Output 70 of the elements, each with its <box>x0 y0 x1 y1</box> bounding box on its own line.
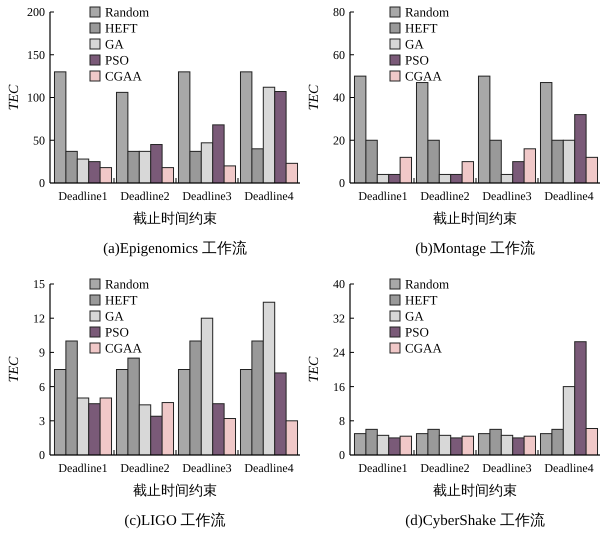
x-tick-label: Deadline3 <box>482 189 532 203</box>
x-tick-label: Deadline2 <box>120 189 170 203</box>
legend-label: PSO <box>105 324 129 340</box>
y-tick-label: 0 <box>39 448 45 462</box>
x-tick-label: Deadline4 <box>544 189 594 203</box>
y-tick-label: 24 <box>333 346 345 360</box>
legend-label: Random <box>105 4 150 20</box>
y-tick-label: 32 <box>333 311 345 326</box>
y-tick-label: 60 <box>333 48 345 62</box>
x-tick-label: Deadline4 <box>544 461 594 475</box>
legend-label: GA <box>405 36 424 52</box>
y-tick-label: 16 <box>333 380 345 394</box>
x-tick-label: Deadline3 <box>182 189 232 203</box>
x-tick-label: Deadline1 <box>358 189 408 203</box>
legend-label: Random <box>405 4 450 20</box>
legend-label: PSO <box>405 324 429 340</box>
x-tick-label: Deadline3 <box>482 461 532 475</box>
y-tick-label: 40 <box>333 90 345 105</box>
legend-label: HEFT <box>105 292 138 308</box>
legend-label: GA <box>405 308 424 324</box>
y-axis-title: TEC <box>7 84 22 110</box>
y-tick-label: 50 <box>33 133 45 148</box>
y-tick-label: 0 <box>39 176 45 190</box>
legend-label: HEFT <box>105 20 138 36</box>
y-tick-label: 0 <box>339 448 345 462</box>
x-axis-title: 截止时间约束 <box>133 483 217 499</box>
y-tick-label: 8 <box>339 414 345 428</box>
legend-label: Random <box>105 276 150 292</box>
legend-label: HEFT <box>405 292 438 308</box>
x-axis-title: 截止时间约束 <box>433 211 517 227</box>
x-tick-label: Deadline1 <box>58 189 108 203</box>
x-axis-title: 截止时间约束 <box>133 211 217 227</box>
legend-label: GA <box>105 36 124 52</box>
y-tick-label: 6 <box>39 380 45 394</box>
x-tick-label: Deadline4 <box>244 189 294 203</box>
x-tick-label: Deadline4 <box>244 461 294 475</box>
x-tick-label: Deadline2 <box>420 189 470 203</box>
x-tick-label: Deadline1 <box>58 461 108 475</box>
legend-label: CGAA <box>405 68 442 84</box>
y-axis-title: TEC <box>307 356 322 382</box>
y-tick-label: 80 <box>333 5 345 20</box>
text: (a)Epigenomics 工作流 <box>103 240 247 257</box>
legend-label: CGAA <box>105 340 142 356</box>
y-tick-label: 40 <box>333 277 345 292</box>
y-tick-label: 12 <box>33 311 45 326</box>
legend-label: Random <box>405 276 450 292</box>
text: (b)Montage 工作流 <box>415 240 535 257</box>
y-tick-label: 15 <box>33 277 45 292</box>
y-tick-label: 20 <box>333 133 345 148</box>
x-tick-label: Deadline1 <box>358 461 408 475</box>
text: (d)CyberShake 工作流 <box>405 512 545 529</box>
y-tick-label: 150 <box>27 48 45 62</box>
legend-label: CGAA <box>405 340 442 356</box>
y-tick-label: 3 <box>39 414 45 428</box>
legend-label: GA <box>105 308 124 324</box>
y-tick-label: 200 <box>27 5 45 20</box>
legend-label: PSO <box>105 52 129 68</box>
y-axis-title: TEC <box>7 356 22 382</box>
y-axis-title: TEC <box>307 84 322 110</box>
legend-label: PSO <box>405 52 429 68</box>
x-axis-title: 截止时间约束 <box>433 483 517 499</box>
y-tick-label: 100 <box>27 90 45 105</box>
legend-label: CGAA <box>105 68 142 84</box>
y-tick-label: 0 <box>339 176 345 190</box>
y-tick-label: 9 <box>39 346 45 360</box>
legend-label: HEFT <box>405 20 438 36</box>
x-tick-label: Deadline2 <box>120 461 170 475</box>
x-tick-label: Deadline2 <box>420 461 470 475</box>
x-tick-label: Deadline3 <box>182 461 232 475</box>
text: (c)LIGO 工作流 <box>124 512 226 529</box>
